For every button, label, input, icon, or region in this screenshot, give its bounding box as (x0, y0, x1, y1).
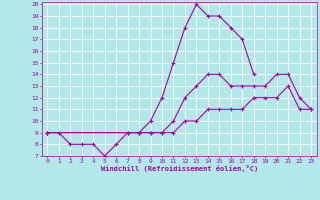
X-axis label: Windchill (Refroidissement éolien,°C): Windchill (Refroidissement éolien,°C) (100, 165, 258, 172)
